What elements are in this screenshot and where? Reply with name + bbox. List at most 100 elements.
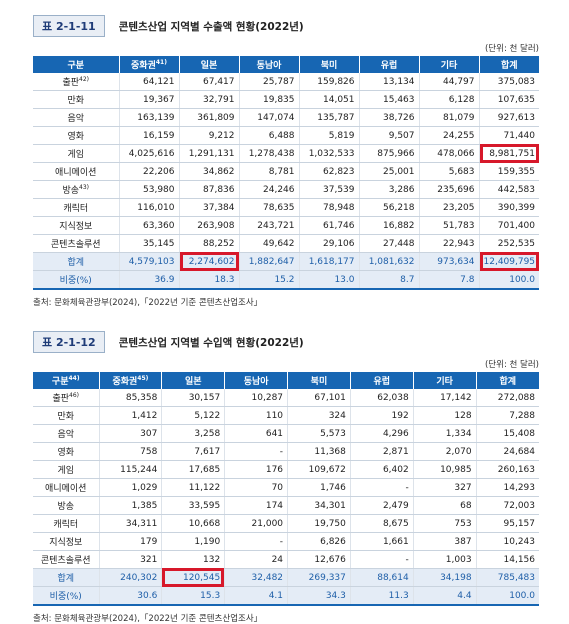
header-category: 구분44)	[33, 372, 100, 389]
table-cell: 78,635	[239, 198, 300, 217]
import-table-header-row: 구분44) 중화권45) 일본 동남아 북미 유럽 기타 합계	[33, 372, 539, 389]
table-cell: 128	[413, 406, 477, 425]
table-cell: 753	[413, 514, 477, 533]
table-cell: 34,301	[287, 496, 351, 515]
table-cell: 115,244	[99, 460, 163, 479]
table-cell: 6,488	[239, 126, 300, 145]
table-cell: 16,882	[359, 216, 420, 235]
table-cell: 478,066	[419, 144, 480, 163]
table-cell: 64,121	[119, 73, 180, 91]
table-row: 캐릭터 34,311 10,668 21,000 19,750 8,675 753 95,15…	[33, 514, 539, 533]
table-cell: 3,286	[359, 180, 420, 199]
table-cell: 387	[413, 532, 477, 551]
table-cell: 71,440	[479, 126, 539, 145]
table-cell: 1,661	[350, 532, 414, 551]
table-cell: 1,882,647	[239, 252, 300, 271]
table-cell: 34,311	[99, 514, 163, 533]
table-row: 출판46) 85,358 30,157 10,287 67,101 62,038 17,14…	[33, 389, 539, 407]
table-row: 출판42) 64,121 67,417 25,787 159,826 13,134 44,7…	[33, 73, 539, 91]
row-label: 게임	[33, 460, 100, 479]
table-cell: 32,791	[179, 90, 240, 109]
table-cell: 307	[99, 424, 163, 443]
table-cell: 2,070	[413, 442, 477, 461]
row-label: 캐릭터	[33, 198, 120, 217]
table-cell: 13.0	[299, 270, 360, 290]
table-cell: 4,025,616	[119, 144, 180, 163]
import-table-title: 콘텐츠산업 지역별 수입액 현황(2022년)	[118, 336, 304, 349]
table-cell: 1,746	[287, 478, 351, 497]
export-table-title: 콘텐츠산업 지역별 수출액 현황(2022년)	[118, 20, 304, 33]
table-cell: 174	[224, 496, 289, 515]
table-cell: 785,483	[476, 568, 539, 587]
table-cell: 235,696	[419, 180, 480, 199]
table-row: 콘텐츠솔루션 35,145 88,252 49,642 29,106 27,448 22,9…	[33, 234, 539, 253]
table-cell: 87,836	[179, 180, 240, 199]
table-cell: 269,337	[287, 568, 351, 587]
row-label: 방송43)	[33, 180, 120, 199]
row-label: 게임	[33, 144, 120, 163]
table-cell: -	[224, 442, 289, 461]
table-cell: 25,001	[359, 162, 420, 181]
header-europe: 유럽	[359, 56, 420, 73]
table-cell: -	[350, 478, 414, 497]
table-cell: 875,966	[359, 144, 420, 163]
table-cell: 758	[99, 442, 163, 461]
table-cell: 70	[224, 478, 289, 497]
row-label: 영화	[33, 442, 100, 461]
import-table-section: 표 2-1-12 콘텐츠산업 지역별 수입액 현황(2022년) (단위: 천 …	[33, 330, 539, 624]
export-table-unit: (단위: 천 달러)	[484, 44, 539, 54]
table-cell: 272,088	[476, 389, 539, 407]
row-label: 비중(%)	[33, 586, 100, 606]
table-cell: 14,051	[299, 90, 360, 109]
header-category: 구분	[33, 56, 120, 73]
table-cell: 10,243	[476, 532, 539, 551]
table-cell: 1,334	[413, 424, 477, 443]
table-cell: 56,218	[359, 198, 420, 217]
table-cell: 9,212	[179, 126, 240, 145]
export-table-header-row: 구분 중화권41) 일본 동남아 북미 유럽 기타 합계	[33, 56, 539, 73]
highlight-box	[162, 568, 225, 587]
table-cell: 375,083	[479, 73, 539, 91]
table-cell: 5,573	[287, 424, 351, 443]
table-cell: 61,746	[299, 216, 360, 235]
row-label: 만화	[33, 90, 120, 109]
table-cell: 361,809	[179, 108, 240, 127]
table-row: 방송 1,385 33,595 174 34,301 2,479 68 72,003	[33, 496, 539, 515]
table-cell: 4.4	[413, 586, 477, 606]
header-china: 중화권45)	[99, 372, 163, 389]
table-row: 콘텐츠솔루션 321 132 24 12,676-1,003 14,156	[33, 550, 539, 569]
header-other: 기타	[413, 372, 477, 389]
table-cell: 67,417	[179, 73, 240, 91]
table-cell: 51,783	[419, 216, 480, 235]
table-row: 음악 163,139 361,809 147,074 135,787 38,726 81,0…	[33, 108, 539, 127]
table-cell: 7.8	[419, 270, 480, 290]
header-japan: 일본	[161, 372, 226, 389]
table-cell: 11.3	[350, 586, 414, 606]
table-cell: 135,787	[299, 108, 360, 127]
table-cell: 24,246	[239, 180, 300, 199]
row-label: 지식정보	[33, 532, 100, 551]
table-cell: 9,507	[359, 126, 420, 145]
header-southeast-asia: 동남아	[224, 372, 289, 389]
table-cell: 27,448	[359, 234, 420, 253]
table-cell: 49,642	[239, 234, 300, 253]
row-label: 영화	[33, 126, 120, 145]
table-row: 지식정보 179 1,190-6,826 1,661 387 10,243	[33, 532, 539, 551]
table-cell: 7,288	[476, 406, 539, 425]
table-cell: 4.1	[224, 586, 289, 606]
table-row: 캐릭터 116,010 37,384 78,635 78,948 56,218 23,205…	[33, 198, 539, 217]
table-cell: 1,003	[413, 550, 477, 569]
share-row: 비중(%) 30.6 15.3 4.1 34.3 11.3 4.4 100.0	[33, 586, 539, 606]
table-cell: 163,139	[119, 108, 180, 127]
table-cell: 252,535	[479, 234, 539, 253]
header-north-america: 북미	[299, 56, 360, 73]
table-cell: 22,943	[419, 234, 480, 253]
table-cell: 37,539	[299, 180, 360, 199]
table-cell: 21,000	[224, 514, 289, 533]
table-cell: 18.3	[179, 270, 240, 290]
row-label: 애니메이션	[33, 162, 120, 181]
row-label: 음악	[33, 424, 100, 443]
table-cell: 132	[161, 550, 226, 569]
import-table-source: 출처: 문화체육관광부(2024),「2022년 기준 콘텐츠산업조사」	[33, 614, 263, 624]
table-cell: 67,101	[287, 389, 351, 407]
